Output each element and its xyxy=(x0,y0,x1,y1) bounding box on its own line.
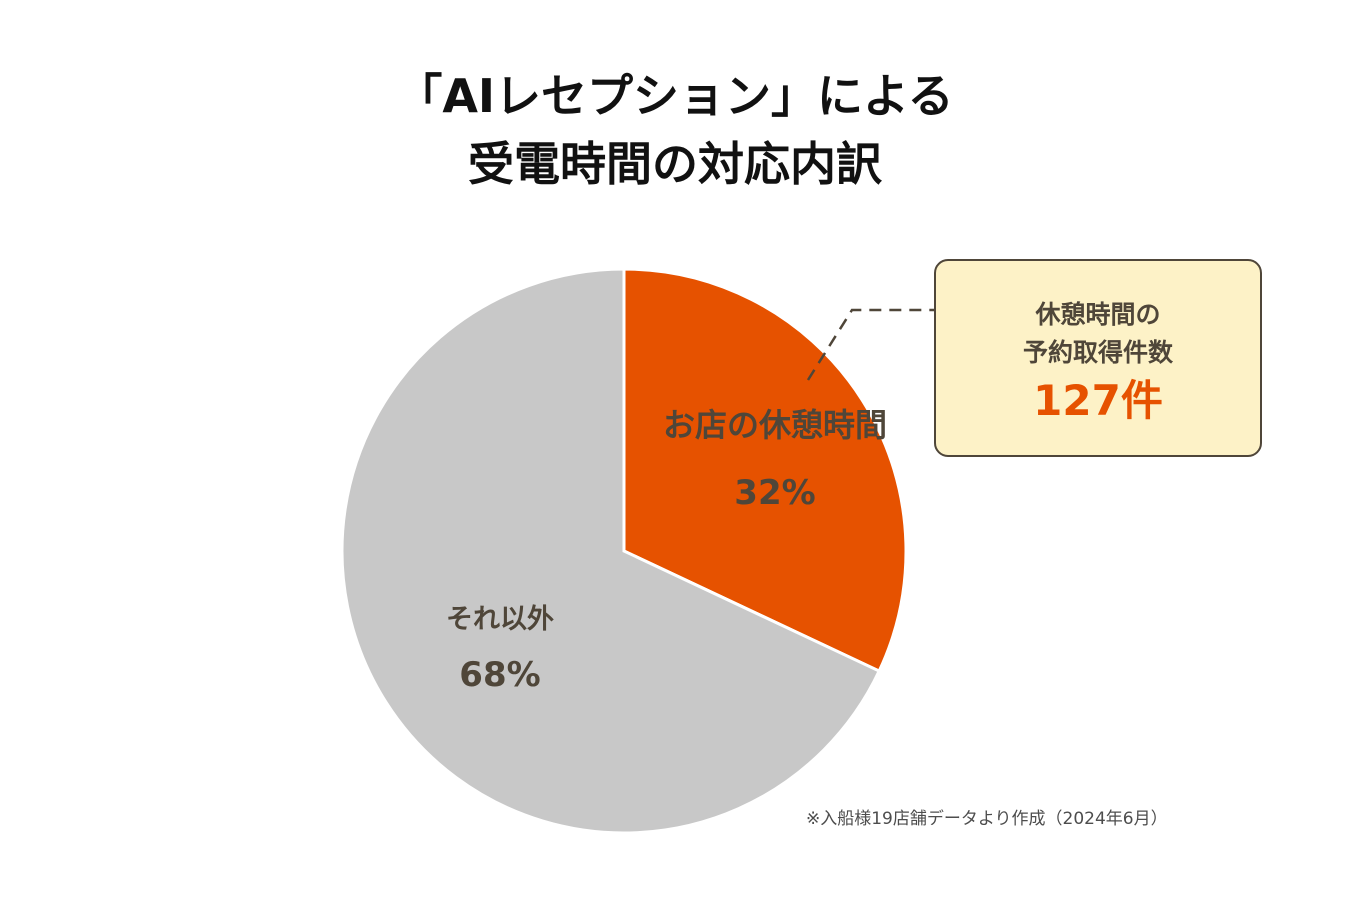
slice-value-1: 32% xyxy=(734,473,815,513)
slice-label-2: それ以外 xyxy=(446,604,554,635)
callout-line1: 休憩時間の xyxy=(1035,300,1161,329)
slice-value-2: 68% xyxy=(459,655,540,695)
callout-count: 127件 xyxy=(1033,376,1163,425)
slice-label-1: お店の休憩時間 xyxy=(663,406,887,444)
callout-line2: 予約取得件数 xyxy=(1022,338,1173,367)
pie-slice-1 xyxy=(622,267,908,674)
chart-title-line2: 受電時間の対応内訳 xyxy=(468,137,882,191)
source-footnote: ※入船様19店舗データより作成（2024年6月） xyxy=(806,809,1168,829)
chart-title: 「AIレセプション」による 受電時間の対応内訳 xyxy=(0,62,1350,198)
chart-title-line1: 「AIレセプション」による xyxy=(396,69,954,123)
pie-slice-2 xyxy=(340,267,882,835)
callout-box: 休憩時間の 予約取得件数 127件 xyxy=(934,259,1262,457)
callout-leader-line xyxy=(806,308,934,381)
